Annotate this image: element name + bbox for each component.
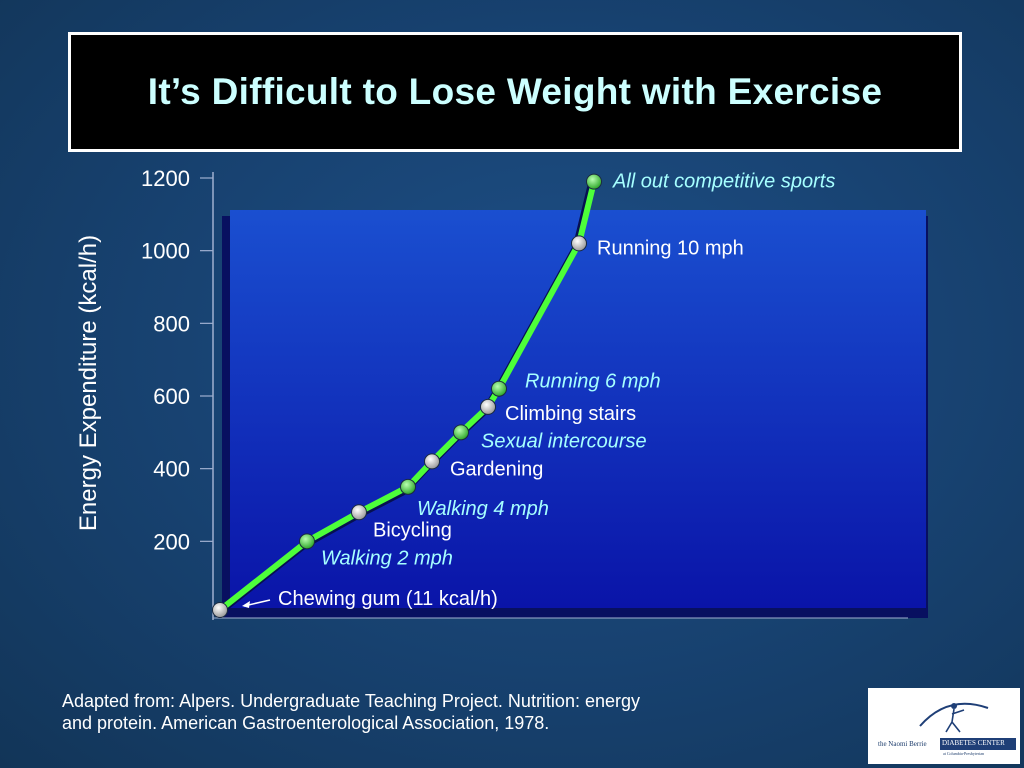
data-point-marker — [480, 398, 496, 415]
source-line-1: Adapted from: Alpers. Undergraduate Teac… — [62, 691, 640, 711]
diabetes-center-logo: the Naomi Berrie DIABETES CENTER at Colu… — [868, 688, 1020, 764]
y-tick-label: 400 — [153, 457, 190, 482]
data-label: Sexual intercourse — [481, 430, 647, 452]
y-axis-label: Energy Expenditure (kcal/h) — [75, 235, 102, 531]
series-line — [218, 180, 597, 613]
data-point-marker — [351, 504, 367, 521]
data-point-marker — [571, 235, 587, 252]
data-label: Bicycling — [373, 519, 452, 541]
data-label: Running 6 mph — [525, 371, 661, 393]
data-point-marker — [491, 380, 507, 397]
data-point-marker — [212, 602, 228, 619]
data-point-marker — [586, 173, 602, 190]
data-point-marker — [453, 424, 469, 441]
data-point-marker — [299, 533, 315, 550]
data-label: Walking 2 mph — [321, 547, 453, 569]
data-label: Walking 4 mph — [417, 498, 549, 520]
logo-band-text: DIABETES CENTER — [942, 739, 1005, 747]
y-tick-label: 600 — [153, 384, 190, 409]
slide-title: It’s Difficult to Lose Weight with Exerc… — [147, 71, 883, 112]
y-tick-label: 1000 — [141, 239, 190, 264]
data-point-marker — [400, 478, 416, 495]
logo-sub-text: at Columbia-Presbyterian — [943, 751, 984, 756]
data-label: Gardening — [450, 458, 543, 480]
data-label: All out competitive sports — [612, 171, 835, 193]
source-line-2: and protein. American Gastroenterologica… — [62, 713, 550, 733]
slide-title-box: It’s Difficult to Lose Weight with Exerc… — [68, 32, 962, 152]
y-tick-label: 1200 — [141, 166, 190, 191]
data-label: Climbing stairs — [505, 403, 636, 425]
data-label: Chewing gum (11 kcal/h) — [278, 588, 498, 610]
data-point-marker — [424, 453, 440, 470]
logo-org-text: the Naomi Berrie — [878, 740, 927, 748]
data-label: Running 10 mph — [597, 237, 744, 259]
runner-figure-icon — [919, 702, 989, 733]
source-citation: Adapted from: Alpers. Undergraduate Teac… — [62, 690, 822, 734]
label-arrow-head — [242, 601, 250, 609]
logo-band — [940, 738, 1016, 750]
y-tick-label: 200 — [153, 529, 190, 554]
plot-area — [230, 210, 926, 608]
y-tick-label: 800 — [153, 311, 190, 336]
